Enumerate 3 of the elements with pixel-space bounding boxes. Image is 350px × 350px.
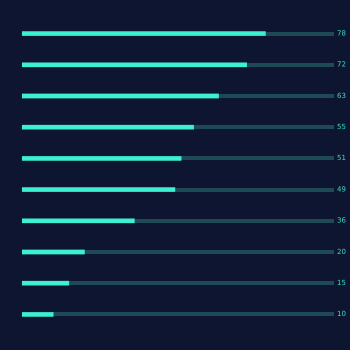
bar [22,312,54,317]
bar [22,280,70,286]
bar [22,250,85,254]
